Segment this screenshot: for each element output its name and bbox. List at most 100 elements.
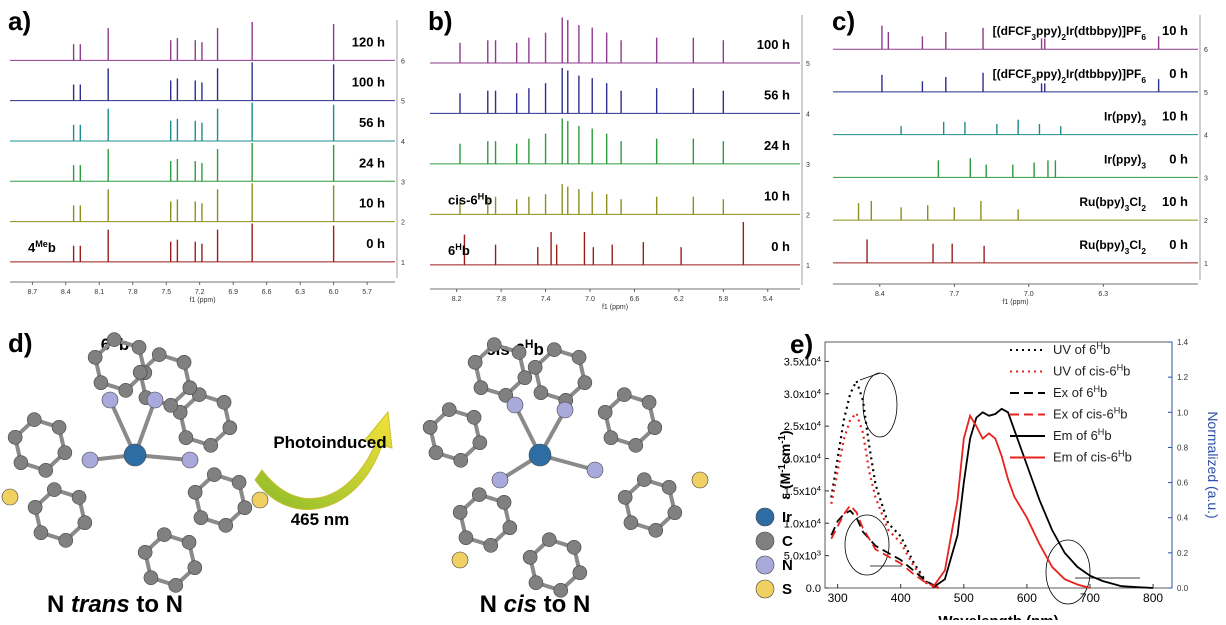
text-part: H [525,337,534,351]
text-part: H [1098,427,1105,437]
text-part: H [1096,341,1103,351]
text-part: 3 [1031,32,1036,42]
x-tick-label: 8.4 [61,289,71,296]
atom [193,510,209,525]
trace-label: 10 h [764,188,790,203]
text-part: ) [777,430,793,435]
text-part: 4 [817,516,822,525]
atom [636,472,652,487]
atom [628,438,644,453]
series-line [931,413,1091,589]
atom [571,350,587,365]
text-part: 1.0x10 [784,518,817,530]
text-part: to N [130,591,183,618]
text-part: 1.5x10 [784,486,817,498]
text-part: 2.5x10 [784,421,817,433]
atom [51,420,67,435]
text-part: H [1114,406,1121,416]
text-part: 3 [1031,75,1036,85]
atom [156,527,172,542]
atom [206,467,222,482]
atom [218,518,234,533]
text-part: H [455,242,462,252]
atom [498,388,514,403]
x-tick-label: 6.0 [329,289,339,296]
trace-annotation: 6Hb [448,242,470,258]
text-part: 6 [448,243,455,258]
y-tick-label: 4 [806,111,810,118]
legend-label: UV of 6Hb [1053,341,1110,357]
atom [132,365,148,380]
y-tick-label: 1 [401,260,405,267]
atom [466,410,482,425]
atom [648,523,664,538]
trace-label: 10 h [359,196,385,211]
x-tick-label: 8.7 [27,289,37,296]
trace-label: 56 h [359,115,385,130]
panel-label: a) [8,6,31,36]
atom-legend-label: C [782,533,793,550]
text-part: Ir(dtbbpy)]PF [1066,67,1141,81]
atom [38,463,54,478]
y-tick-label: 3.0x104 [784,386,822,401]
y-tick-label: 2 [1204,218,1208,225]
y-tick-label: 5.0x103 [784,548,821,563]
series-line [830,503,939,589]
trace-label: 0 h [366,236,385,251]
y2-tick-label: 1.2 [1177,373,1189,382]
atom [93,375,109,390]
atom [506,396,524,414]
atom [151,347,167,362]
y-tick-label: 2 [806,212,810,219]
atom [566,540,582,555]
y2-axis-label: Normalized (a.u.) [1205,411,1221,518]
atom [123,443,147,467]
text-part: b [1103,342,1110,357]
atom [137,545,153,560]
atom [27,500,43,515]
text-part: 2 [1141,203,1146,213]
trace-label: 120 h [352,34,385,49]
text-part: 4 [28,240,36,255]
atom [572,565,588,580]
atom [58,533,74,548]
text-part: ε (M [777,473,793,500]
text-part: Em of cis-6 [1053,450,1118,465]
legend-label: Em of cis-6Hb [1053,449,1132,465]
arrow-label: 465 nm [291,510,350,529]
x-tick-label: 6.9 [228,289,238,296]
y2-tick-label: 0.8 [1177,443,1189,452]
text-part: Ru(bpy) [1079,238,1124,252]
atom [428,445,444,460]
text-part: Ir(dtbbpy)]PF [1066,24,1141,38]
text-part: b [1123,364,1130,379]
trace-label: 0 h [1169,151,1188,166]
atom [452,505,468,520]
x-tick-label: 7.2 [195,289,205,296]
text-part: ppy) [1036,67,1061,81]
compound-label: Ru(bpy)3Cl2 [1079,195,1146,213]
structure-caption: N trans to N [47,591,183,618]
panel-label: e) [790,329,813,359]
atom [441,402,457,417]
text-part: UV of 6 [1053,342,1096,357]
text-part: cis-6 [448,192,478,207]
text-part: 2 [1141,246,1146,256]
molecule [1,332,269,593]
atom [146,391,164,409]
text-part: b [462,243,470,258]
trace-label: 10 h [1162,194,1188,209]
atom [472,435,488,450]
x-tick-label: 7.7 [949,291,959,298]
x-axis-label: Wavelength (nm) [938,613,1058,620]
trace-annotation: cis-6Hb [448,191,492,207]
atom [176,355,192,370]
y2-tick-label: 1.0 [1177,408,1189,417]
series-line [931,407,1154,589]
trace-label: 24 h [359,155,385,170]
text-part: 4 [817,386,822,395]
atom [471,487,487,502]
text-part: Ex of 6 [1053,385,1093,400]
text-part: UV of cis-6 [1053,364,1117,379]
text-part: Ir(ppy) [1104,152,1141,166]
